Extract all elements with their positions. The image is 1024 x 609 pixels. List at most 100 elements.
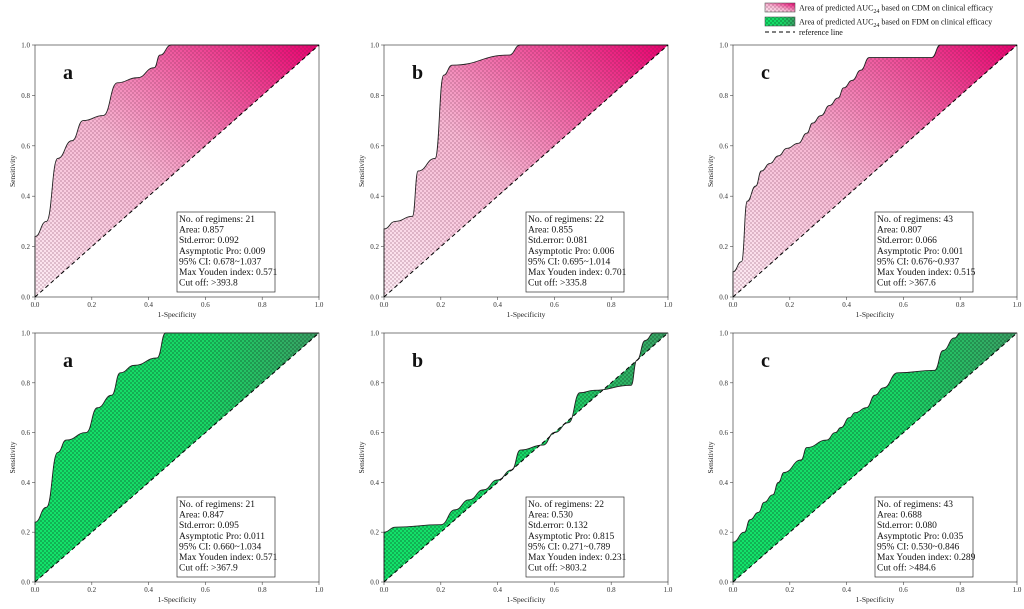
stats-line: Area: 0.530 [528, 511, 573, 521]
x-axis-label: 1-Specificity [158, 595, 197, 604]
roc-curve [34, 44, 319, 297]
x-tick-label: 1.0 [1013, 586, 1022, 594]
panel-letter: b [412, 350, 423, 372]
stats-line: Max Youden index: 0.701 [528, 268, 627, 278]
y-tick-label: 0.4 [370, 479, 379, 487]
stats-line: Std.error: 0.066 [877, 236, 937, 246]
y-tick-label: 0.2 [719, 243, 728, 251]
y-tick-label: 0.0 [719, 579, 728, 587]
y-axis-label: Sensitivity [8, 441, 17, 473]
stats-line: Area: 0.807 [877, 226, 922, 236]
stats-line: Cut off: >367.6 [877, 278, 936, 289]
x-tick-label: 0.6 [550, 301, 559, 309]
y-tick-label: 1.0 [719, 42, 728, 50]
stats-line: Std.error: 0.080 [877, 521, 937, 531]
x-axis-label: 1-Specificity [507, 310, 546, 319]
x-tick-label: 1.0 [315, 301, 324, 309]
x-tick-label: 0.2 [785, 586, 794, 594]
stats-line: Cut off: >803.2 [528, 563, 587, 574]
y-tick-label: 0.0 [370, 294, 379, 302]
x-tick-label: 0.0 [729, 586, 738, 594]
x-tick-label: 0.4 [493, 301, 502, 309]
x-tick-label: 0.8 [956, 301, 965, 309]
x-tick-label: 0.2 [87, 586, 96, 594]
x-tick-label: 0.2 [436, 301, 445, 309]
stats-line: No. of regimens: 43 [877, 214, 953, 225]
stats-line: Std.error: 0.132 [528, 521, 588, 531]
roc-panel-cdm-c: 0.00.0 0.2 0.2 0.4 0.4 0.6 0.6 0.8 0.8 1.0 1.0 1-Sp… [706, 42, 1022, 320]
stats-line: Asymptotic Pro: 0.035 [877, 532, 964, 542]
y-tick-label: 0.6 [21, 142, 30, 150]
stats-line: 95% CI: 0.676~0.937 [877, 257, 959, 267]
x-tick-label: 1.0 [315, 586, 324, 594]
y-tick-label: 1.0 [21, 42, 30, 50]
stats-line: Max Youden index: 0.571 [179, 553, 278, 563]
y-tick-label: 0.8 [719, 379, 728, 387]
stats-line: 95% CI: 0.695~1.014 [528, 257, 610, 267]
roc-curve [383, 44, 668, 298]
y-tick-label: 0.8 [370, 92, 379, 100]
panel-letter: c [761, 350, 770, 372]
x-axis-label: 1-Specificity [856, 595, 895, 604]
y-tick-label: 0.2 [370, 243, 379, 251]
y-tick-label: 0.8 [21, 379, 30, 387]
y-tick-label: 0.0 [370, 579, 379, 587]
stats-line: Area: 0.857 [179, 226, 224, 236]
y-tick-label: 0.2 [370, 529, 379, 537]
x-axis-label: 1-Specificity [158, 310, 197, 319]
x-tick-label: 0.2 [87, 301, 96, 309]
stats-line: 95% CI: 0.678~1.037 [179, 257, 261, 267]
stats-line: Asymptotic Pro: 0.009 [179, 247, 266, 257]
x-tick-label: 0.6 [899, 586, 908, 594]
x-tick-label: 0.4 [144, 586, 153, 594]
y-axis-label: Sensitivity [357, 441, 366, 473]
x-tick-label: 0.8 [607, 586, 616, 594]
y-tick-label: 0.6 [719, 429, 728, 437]
stats-line: No. of regimens: 22 [528, 499, 604, 510]
stats-line: Cut off: >367.9 [179, 563, 238, 574]
stats-line: Area: 0.855 [528, 226, 573, 236]
stats-line: Max Youden index: 0.515 [877, 268, 976, 278]
stats-line: No. of regimens: 43 [877, 499, 953, 510]
x-tick-label: 0.8 [258, 301, 267, 309]
x-tick-label: 0.0 [31, 301, 40, 309]
legend: Area of predicted AUC24 based on CDM on … [764, 2, 993, 37]
y-axis-label: Sensitivity [706, 155, 715, 187]
x-tick-label: 0.4 [842, 301, 851, 309]
y-tick-label: 0.6 [21, 429, 30, 437]
y-tick-label: 0.8 [21, 92, 30, 100]
x-tick-label: 0.2 [436, 586, 445, 594]
x-tick-label: 0.8 [258, 586, 267, 594]
x-axis-label: 1-Specificity [507, 595, 546, 604]
legend-label-cdm: Area of predicted AUC24 based on CDM on … [799, 4, 993, 16]
stats-box [874, 496, 974, 578]
stats-line: Max Youden index: 0.571 [179, 268, 278, 278]
x-tick-label: 0.0 [31, 586, 40, 594]
x-tick-label: 0.4 [144, 301, 153, 309]
y-tick-label: 0.0 [21, 579, 30, 587]
y-tick-label: 1.0 [370, 330, 379, 338]
x-tick-label: 0.0 [729, 301, 738, 309]
roc-panel-cdm-a: 0.00.0 0.2 0.2 0.4 0.4 0.6 0.6 0.8 0.8 1.0 1.0 1-Sp… [8, 42, 324, 320]
roc-panel-fdm-c: 0.00.0 0.2 0.2 0.4 0.4 0.6 0.6 0.8 0.8 1.0 1.0 1-Sp… [706, 330, 1022, 605]
x-tick-label: 0.8 [956, 586, 965, 594]
x-axis-label: 1-Specificity [856, 310, 895, 319]
y-tick-label: 0.4 [370, 193, 379, 201]
x-tick-label: 0.0 [380, 586, 389, 594]
legend-swatch-fdm-dots [765, 17, 795, 26]
y-tick-label: 1.0 [21, 330, 30, 338]
x-tick-label: 0.2 [785, 301, 794, 309]
stats-line: No. of regimens: 21 [179, 214, 255, 225]
stats-box [176, 211, 276, 293]
y-tick-label: 1.0 [370, 42, 379, 50]
panel-letter: b [412, 62, 423, 84]
x-tick-label: 0.6 [550, 586, 559, 594]
x-tick-label: 0.0 [380, 301, 389, 309]
stats-box [874, 211, 974, 293]
x-tick-label: 1.0 [1013, 301, 1022, 309]
stats-line: Area: 0.688 [877, 511, 922, 521]
y-tick-label: 0.2 [21, 529, 30, 537]
y-tick-label: 0.0 [719, 294, 728, 302]
reference-line [383, 44, 669, 298]
